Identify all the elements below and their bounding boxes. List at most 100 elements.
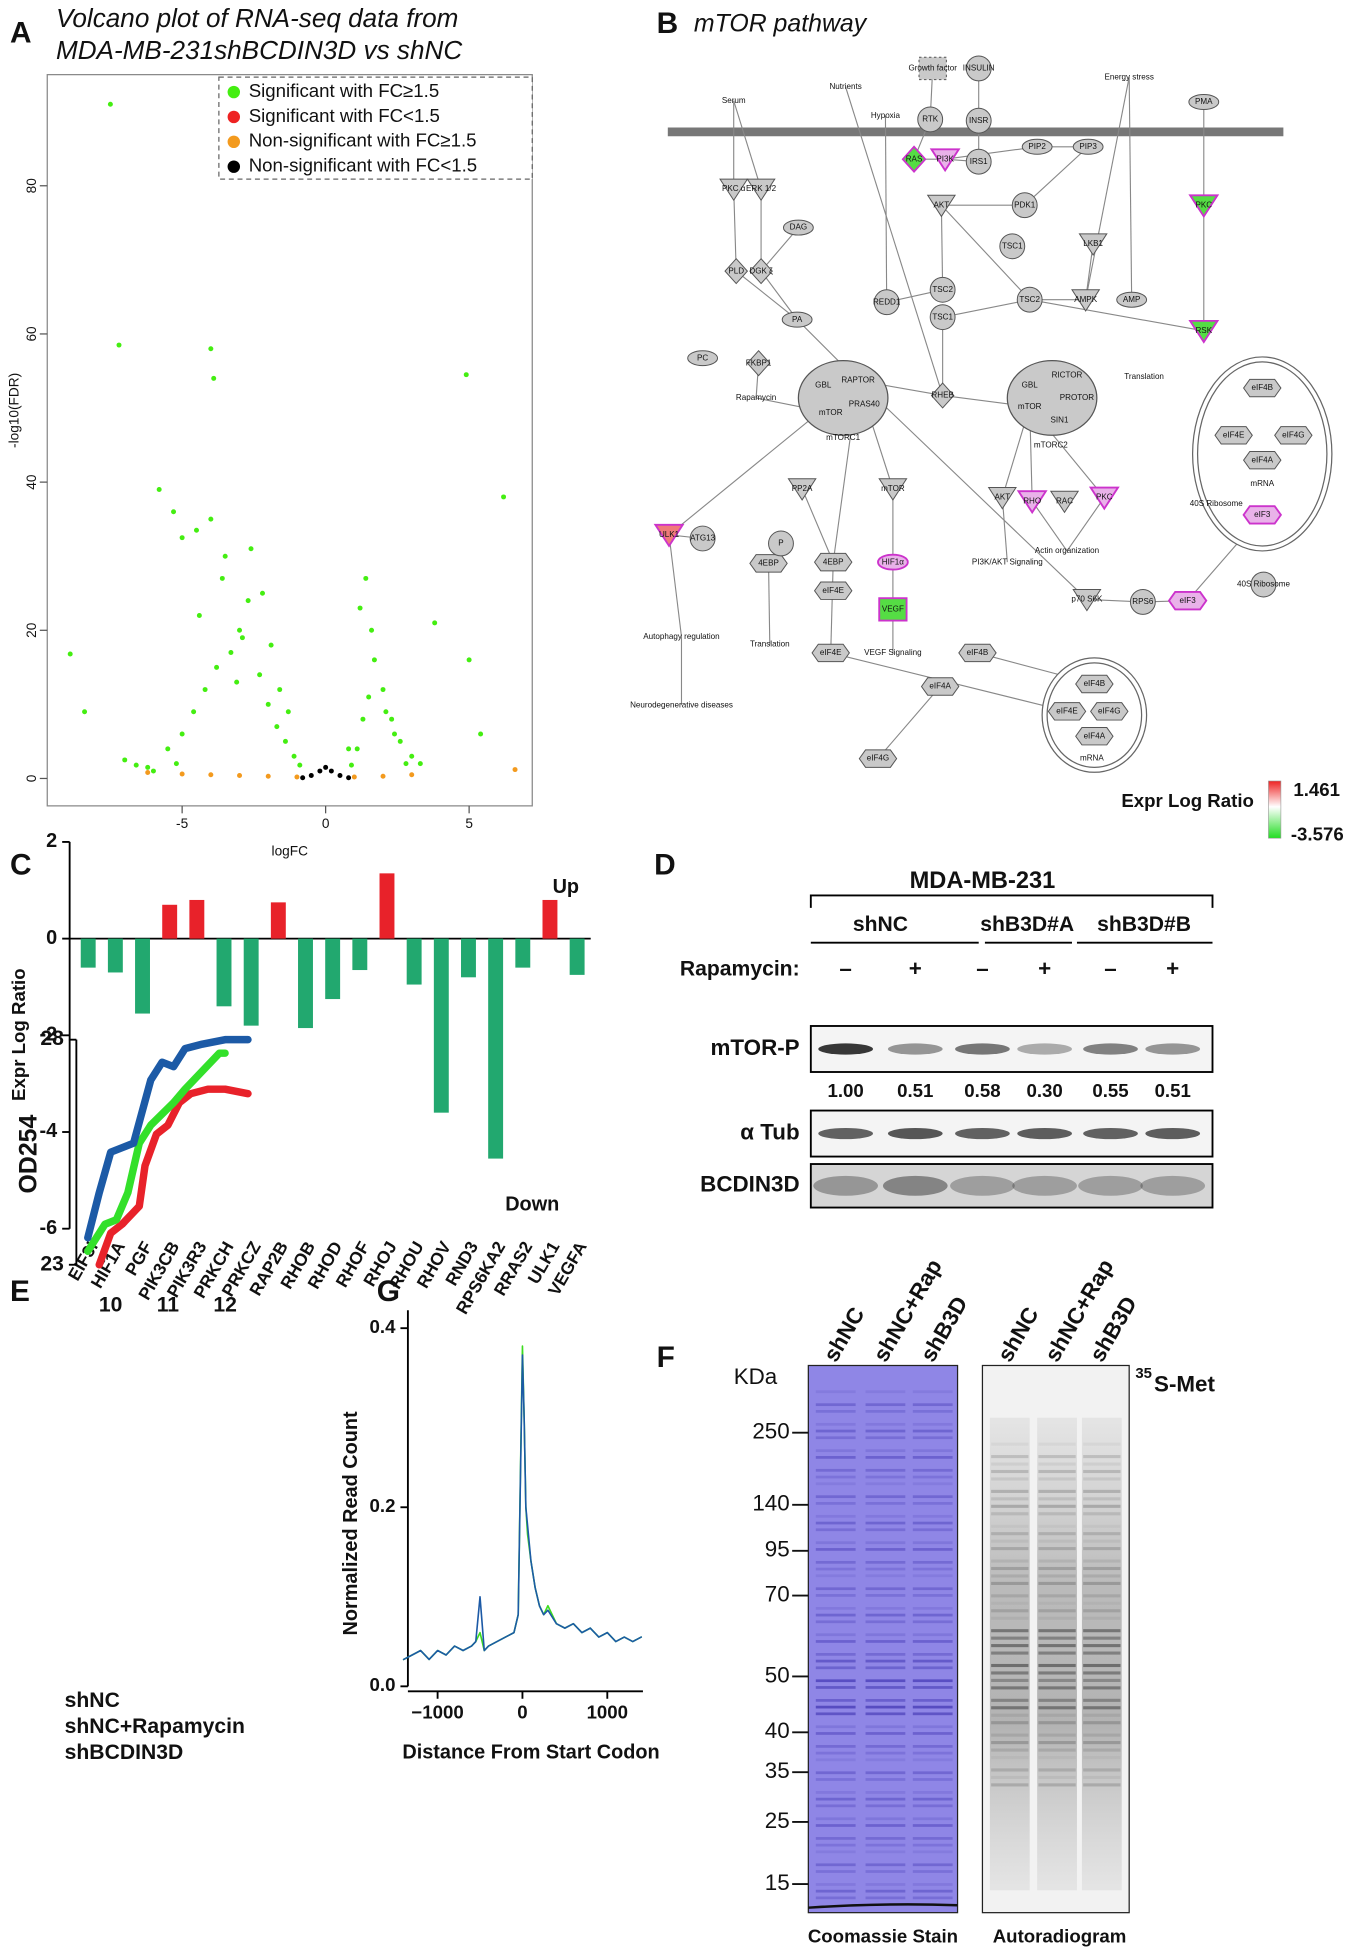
band (1140, 1175, 1206, 1196)
gel-band (912, 1436, 953, 1440)
node (1049, 490, 1080, 514)
gel-band (1083, 1601, 1121, 1605)
gel-band (1083, 1706, 1121, 1710)
diagram-title: mTOR pathway (694, 9, 868, 37)
gel-band (991, 1713, 1029, 1717)
gel-band (1083, 1559, 1121, 1563)
band (818, 1043, 873, 1055)
treatment-label: Rapamycin: (680, 958, 800, 981)
gel-band (912, 1850, 953, 1854)
band (1083, 1043, 1138, 1055)
gel-band (912, 1771, 953, 1775)
data-point (82, 709, 88, 715)
data-point (389, 716, 395, 722)
lane-label: shNC (819, 1303, 870, 1366)
gel-band (991, 1651, 1029, 1655)
node-label: eIF4A (929, 682, 951, 691)
panel-letter: F (657, 1341, 675, 1374)
node-label: Neurodegenerative diseases (630, 700, 733, 709)
gel-band (912, 1863, 953, 1867)
bar (569, 938, 585, 975)
gel-band (1083, 1651, 1121, 1655)
node (1071, 289, 1101, 312)
gel-band (1038, 1651, 1076, 1655)
gel-band (1038, 1539, 1076, 1543)
gel-band (1083, 1581, 1121, 1585)
gel-band (865, 1456, 906, 1459)
legend-swatch (227, 110, 241, 124)
gel-band (991, 1574, 1029, 1578)
node (1274, 426, 1313, 445)
group-label: shNC (853, 913, 908, 936)
radiolabel-name: S-Met (1154, 1371, 1215, 1396)
gel-band (865, 1403, 906, 1407)
treatment-mark: + (1038, 956, 1051, 981)
gel-band (1038, 1462, 1076, 1466)
data-point (173, 761, 179, 767)
node-label: ATG13 (690, 534, 715, 543)
gel-band (991, 1601, 1029, 1605)
gel-band (815, 1502, 856, 1505)
smear (989, 1417, 1030, 1891)
quantification: 1.00 (828, 1080, 864, 1101)
gel-band (1038, 1768, 1076, 1772)
gel-band (912, 1843, 953, 1847)
gel-band (865, 1528, 906, 1532)
gel-band (815, 1528, 856, 1532)
edge (1031, 500, 1068, 552)
gel-band (865, 1804, 906, 1808)
node-label: TSC1 (1002, 241, 1023, 250)
marker-label: 25 (765, 1808, 790, 1833)
gel-band (991, 1663, 1029, 1668)
node-label: TSC2 (1019, 295, 1040, 304)
gel-band (865, 1725, 906, 1729)
data-point (417, 761, 423, 767)
gel-band (865, 1613, 906, 1617)
gel-band (815, 1422, 856, 1426)
annotation: Down (505, 1193, 559, 1215)
data-point (363, 575, 369, 581)
data-point (323, 764, 329, 770)
gel-band (865, 1889, 906, 1893)
gel-band (1038, 1644, 1076, 1648)
bracket (809, 894, 1214, 908)
gel-band (912, 1745, 953, 1748)
node (1016, 286, 1043, 313)
group-label: shB3D#B (1097, 913, 1191, 936)
gel-band (1038, 1469, 1076, 1474)
gel-band (1038, 1532, 1076, 1536)
gel-band (865, 1514, 906, 1518)
node (746, 178, 776, 202)
data-point (265, 773, 271, 779)
gel-band (815, 1824, 856, 1827)
edge (942, 299, 1030, 318)
gel-band (912, 1758, 953, 1762)
gel-band (1083, 1636, 1121, 1640)
gel-band (1038, 1616, 1076, 1620)
gel-band (1038, 1497, 1076, 1501)
gel-band (815, 1686, 856, 1689)
gel-band (865, 1482, 906, 1486)
data-point (463, 372, 469, 378)
data-point (214, 664, 220, 670)
gel-band (815, 1574, 856, 1578)
gel-band (1038, 1442, 1076, 1446)
node-label: TSC2 (932, 285, 953, 294)
gel-band (815, 1456, 856, 1459)
node-label: eIF4B (1084, 679, 1106, 688)
gel-band (815, 1482, 856, 1486)
data-point (156, 487, 162, 493)
gel-band (912, 1679, 953, 1683)
node-label: DGK ζ (749, 266, 773, 275)
node-label: eIF4G (1098, 706, 1120, 715)
data-point (397, 738, 403, 744)
y-tick-label: -2 (40, 1024, 58, 1046)
gel-band (1038, 1748, 1076, 1752)
node (987, 487, 1017, 510)
treatment-mark: – (839, 956, 851, 981)
edge (1128, 77, 1133, 300)
gel-band (865, 1824, 906, 1827)
node (920, 677, 960, 696)
gel-band (1083, 1462, 1121, 1466)
